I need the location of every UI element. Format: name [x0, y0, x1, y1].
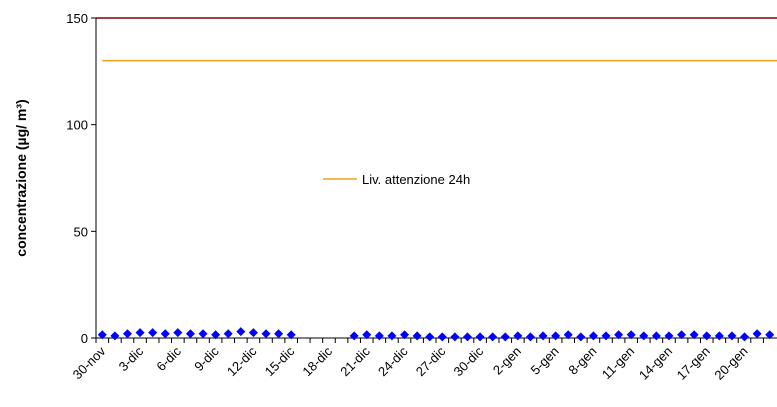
- data-point: [261, 329, 271, 339]
- x-tick-label: 12-dic: [224, 343, 260, 379]
- x-tick-label: 2-gen: [490, 344, 524, 378]
- data-point: [714, 331, 724, 341]
- data-point: [374, 331, 384, 341]
- data-point: [135, 328, 145, 338]
- data-point: [765, 330, 775, 340]
- data-point: [349, 331, 359, 341]
- data-point: [286, 330, 296, 340]
- data-point: [173, 328, 183, 338]
- x-tick-label: 27-dic: [413, 343, 449, 379]
- data-point: [488, 332, 498, 342]
- y-tick-label: 100: [66, 118, 88, 133]
- data-point: [588, 331, 598, 341]
- data-point: [626, 330, 636, 340]
- data-point: [160, 329, 170, 339]
- x-tick-label: 5-gen: [528, 344, 562, 378]
- x-tick-label: 20-gen: [711, 344, 750, 383]
- data-point: [362, 330, 372, 340]
- data-point: [702, 331, 712, 341]
- data-point: [412, 331, 422, 341]
- data-point: [450, 332, 460, 342]
- x-tick-label: 30-dic: [451, 343, 487, 379]
- x-tick-label: 11-gen: [599, 344, 638, 383]
- data-point: [425, 332, 435, 342]
- y-axis-label: concentrazione (µg/ m³): [13, 99, 29, 256]
- data-point: [563, 330, 573, 340]
- y-tick-label: 0: [81, 331, 88, 346]
- data-point: [513, 331, 523, 341]
- y-tick-label: 150: [66, 11, 88, 26]
- data-point: [387, 331, 397, 341]
- legend-label: Liv. attenzione 24h: [362, 172, 470, 187]
- x-tick-label: 21-dic: [337, 343, 373, 379]
- data-point: [248, 328, 258, 338]
- data-point: [475, 332, 485, 342]
- data-point: [664, 331, 674, 341]
- data-point: [110, 331, 120, 341]
- data-point: [689, 330, 699, 340]
- data-point: [500, 332, 510, 342]
- data-point: [122, 329, 132, 339]
- data-point: [614, 330, 624, 340]
- data-point: [223, 329, 233, 339]
- x-tick-label: 17-gen: [674, 344, 713, 383]
- x-tick-label: 30-nov: [70, 343, 109, 382]
- y-tick-label: 50: [74, 224, 88, 239]
- data-point: [437, 332, 447, 342]
- data-point: [752, 329, 762, 339]
- data-point: [400, 330, 410, 340]
- x-tick-label: 6-dic: [153, 343, 184, 374]
- data-point: [727, 331, 737, 341]
- data-point: [236, 327, 246, 337]
- x-tick-label: 15-dic: [262, 343, 298, 379]
- data-point: [97, 330, 107, 340]
- data-point: [639, 331, 649, 341]
- data-point: [462, 332, 472, 342]
- x-tick-label: 24-dic: [375, 343, 411, 379]
- x-tick-label: 9-dic: [191, 343, 222, 374]
- data-point: [551, 331, 561, 341]
- data-point: [185, 329, 195, 339]
- data-point: [651, 331, 661, 341]
- data-point: [525, 332, 535, 342]
- data-point: [148, 328, 158, 338]
- data-point: [538, 331, 548, 341]
- x-tick-label: 18-dic: [299, 343, 335, 379]
- data-point: [677, 330, 687, 340]
- x-tick-label: 3-dic: [116, 343, 147, 374]
- x-tick-label: 8-gen: [565, 344, 599, 378]
- x-tick-label: 14-gen: [636, 344, 675, 383]
- data-point: [198, 329, 208, 339]
- data-point: [740, 332, 750, 342]
- data-point: [211, 330, 221, 340]
- data-point: [576, 332, 586, 342]
- data-point: [601, 331, 611, 341]
- data-point: [274, 329, 284, 339]
